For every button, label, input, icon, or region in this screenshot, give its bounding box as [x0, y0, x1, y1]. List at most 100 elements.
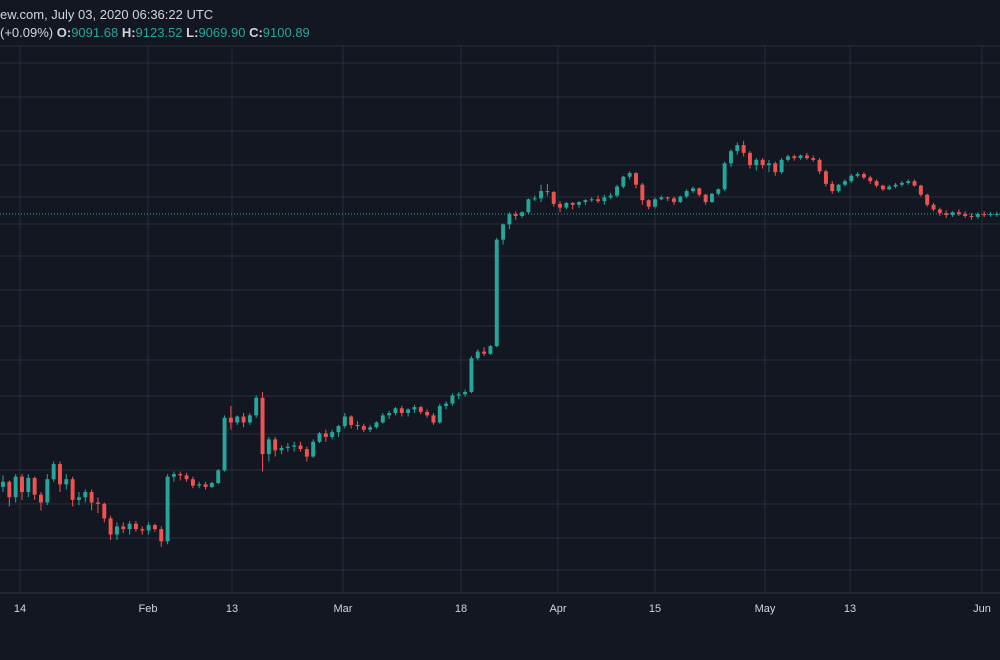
candle-body — [127, 523, 132, 530]
candle-body — [710, 193, 714, 203]
candle-body — [982, 214, 987, 216]
candle-body — [887, 186, 892, 190]
candle-body — [197, 484, 202, 486]
candle-body — [640, 184, 645, 201]
candle-body — [874, 181, 879, 186]
candle-body — [969, 215, 974, 217]
x-tick-label: May — [755, 603, 776, 615]
candle-body — [368, 427, 373, 430]
candle-body — [7, 481, 12, 498]
candle-body — [292, 445, 297, 447]
candle-body — [830, 183, 835, 192]
candle-body — [89, 492, 94, 503]
candle-body — [1, 481, 5, 487]
candle-body — [235, 416, 240, 423]
high-value: 9123.52 — [135, 25, 183, 40]
candle-body — [482, 351, 487, 354]
candle-body — [545, 191, 550, 193]
candle-body — [247, 415, 252, 423]
candle-body — [431, 415, 436, 423]
candle-body — [558, 203, 563, 208]
candle-body — [944, 213, 949, 216]
candle-body — [437, 405, 442, 423]
candle-body — [621, 176, 626, 187]
candle-body — [792, 156, 797, 159]
x-tick-label: 15 — [649, 603, 661, 615]
candle-body — [222, 417, 227, 471]
candle-body — [956, 212, 961, 215]
candle-body — [678, 196, 683, 203]
candle-body — [760, 159, 765, 166]
candle-body — [70, 479, 75, 500]
low-value: 9069.90 — [198, 25, 246, 40]
candle-body — [634, 173, 638, 185]
open-value: 9091.68 — [71, 25, 119, 40]
candle-body — [779, 159, 784, 173]
candle-body — [849, 175, 854, 182]
candle-body — [532, 198, 537, 200]
candle-body — [336, 426, 341, 433]
x-tick-label: 13 — [844, 603, 856, 615]
x-tick-label: Feb — [139, 603, 158, 615]
candle-body — [260, 397, 265, 455]
candle-body — [665, 197, 670, 199]
candle-body — [583, 200, 588, 203]
candle-body — [893, 184, 898, 187]
candle-body — [374, 422, 379, 428]
open-label: O: — [56, 25, 72, 40]
candle-body — [114, 526, 119, 535]
candle-body — [51, 464, 56, 480]
candle-body — [975, 214, 980, 217]
candle-body — [918, 185, 923, 195]
candle-body — [963, 214, 968, 216]
candle-body — [494, 239, 499, 347]
candle-body — [64, 479, 69, 485]
candle-body — [754, 159, 759, 166]
candle-body — [988, 213, 993, 216]
candle-body — [551, 191, 556, 204]
candle-body — [773, 163, 778, 173]
candle-body — [323, 433, 328, 437]
candle-body — [171, 474, 176, 477]
candle-body — [684, 191, 689, 197]
symbol-source-date: ew.com, July 03, 2020 06:36:22 UTC — [0, 7, 214, 22]
candle-body — [899, 182, 904, 185]
candle-body — [399, 408, 404, 413]
close-label: C: — [249, 25, 263, 40]
high-label: H: — [121, 25, 136, 40]
candle-body — [178, 474, 183, 476]
ohlc-values: (+0.09%) O:9091.68 H:9123.52 L:9069.90 C… — [0, 25, 310, 40]
candle-body — [475, 351, 480, 359]
x-tick-label: Mar — [334, 603, 353, 615]
candle-body — [577, 202, 582, 205]
candle-body — [520, 212, 525, 216]
candle-body — [729, 151, 733, 164]
candle-body — [285, 446, 290, 448]
candle-body — [741, 145, 746, 153]
candle-body — [342, 416, 347, 427]
candle-body — [380, 415, 385, 423]
x-tick-label: 14 — [14, 603, 26, 615]
candle-body — [994, 213, 999, 215]
candle-body — [76, 497, 81, 500]
candle-body — [596, 199, 600, 202]
candle-body — [456, 394, 461, 396]
candle-body — [785, 156, 790, 160]
candle-body — [507, 214, 512, 225]
candle-body — [241, 416, 246, 423]
candle-body — [653, 199, 657, 207]
candle-body — [317, 433, 322, 442]
candle-body — [861, 173, 866, 178]
candle-body — [602, 197, 607, 202]
candle-body — [817, 159, 822, 172]
candle-body — [412, 407, 417, 410]
candle-body — [526, 199, 531, 213]
candle-body — [203, 484, 208, 487]
x-tick-label: Apr — [549, 603, 566, 615]
candle-body — [659, 197, 664, 200]
candle-body — [564, 202, 569, 208]
candle-body — [868, 177, 873, 182]
candle-body — [418, 407, 423, 412]
candle-body — [58, 464, 62, 485]
